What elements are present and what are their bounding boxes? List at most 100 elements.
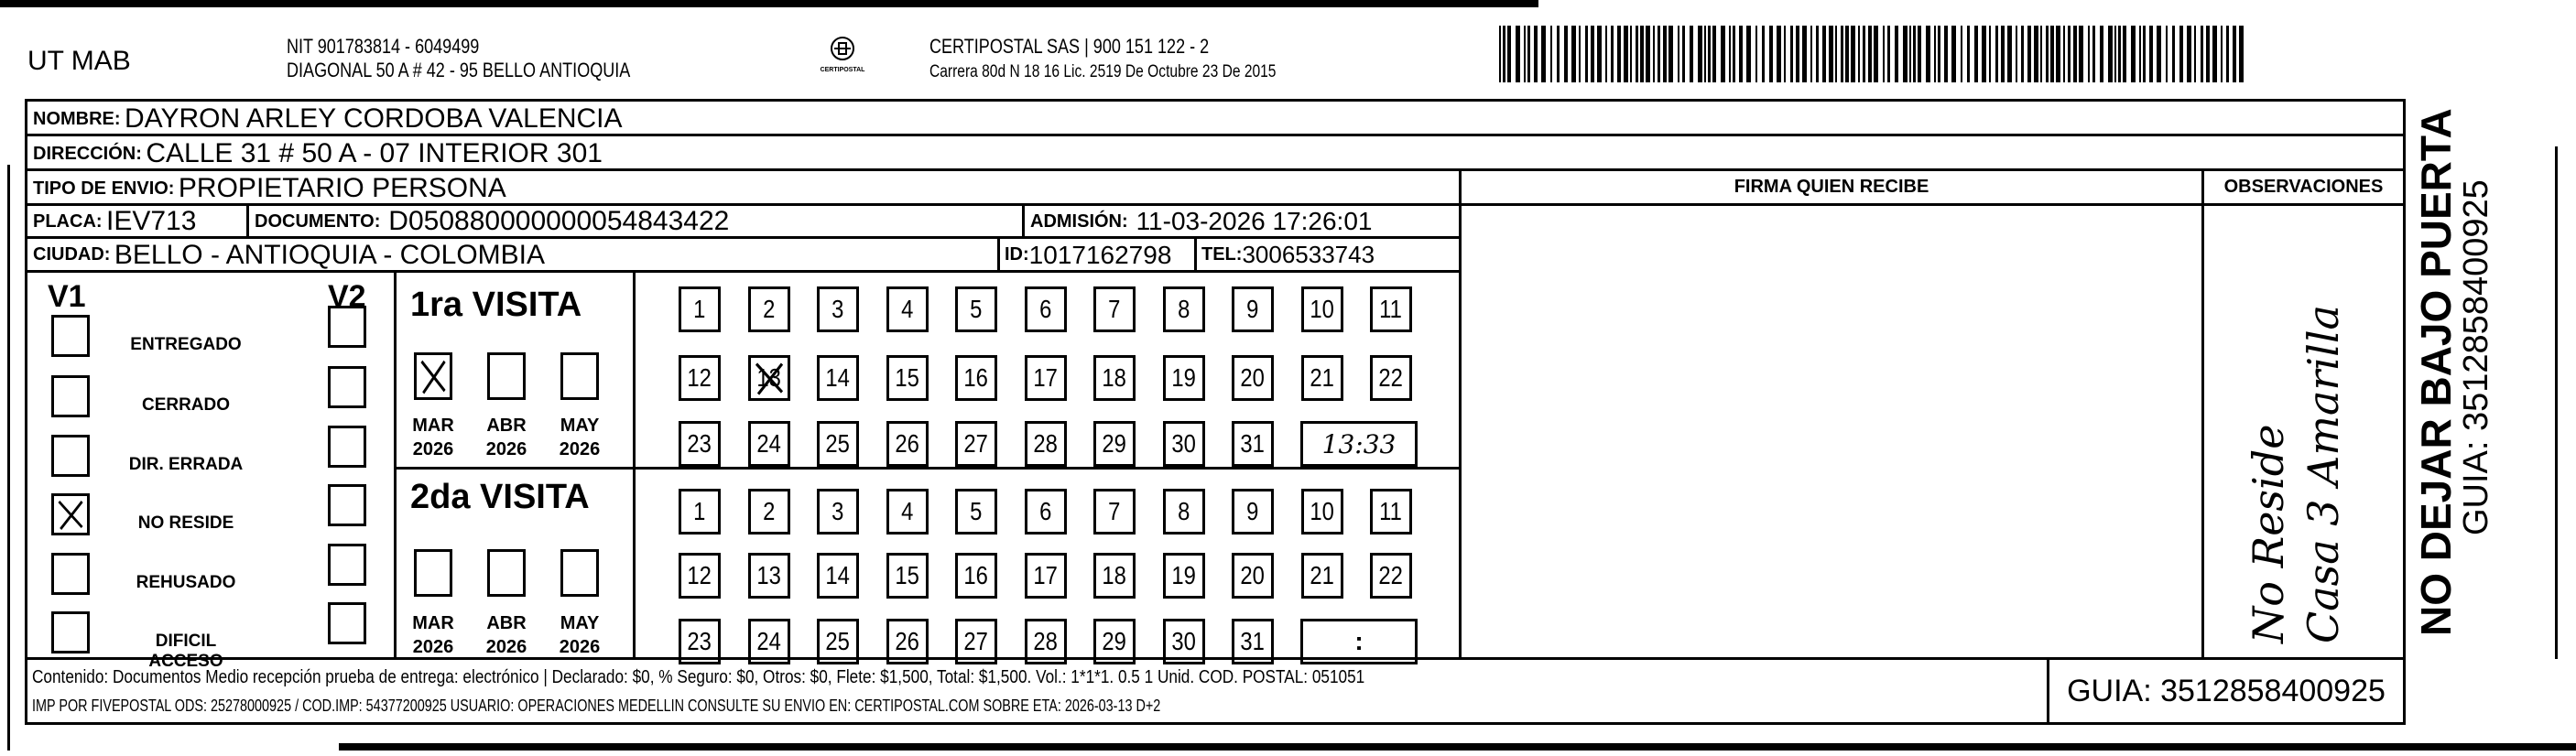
day-checkbox-22[interactable]: 22: [1370, 553, 1412, 599]
day-checkbox-10[interactable]: 10: [1300, 286, 1343, 332]
status-label: DIR. ERRADA: [128, 455, 244, 474]
day-number: 16: [963, 363, 989, 392]
day-checkbox-25[interactable]: 25: [817, 421, 859, 467]
day-checkbox-2[interactable]: 2: [747, 489, 790, 535]
day-checkbox-8[interactable]: 8: [1162, 489, 1205, 535]
v1-checkbox[interactable]: [51, 315, 90, 357]
day-checkbox-31[interactable]: 31: [1232, 619, 1274, 664]
v1-checkbox[interactable]: [51, 493, 90, 535]
day-checkbox-23[interactable]: 23: [679, 619, 721, 664]
time-field[interactable]: 13:33: [1300, 421, 1418, 467]
tel-cell: TEL: 3006533743: [1194, 236, 1462, 273]
day-checkbox-19[interactable]: 19: [1162, 355, 1205, 401]
day-checkbox-17[interactable]: 17: [1024, 355, 1067, 401]
day-checkbox-28[interactable]: 28: [1024, 421, 1067, 467]
day-checkbox-27[interactable]: 27: [955, 619, 997, 664]
day-number: 25: [825, 429, 851, 458]
day-checkbox-4[interactable]: 4: [886, 286, 929, 332]
day-checkbox-6[interactable]: 6: [1024, 489, 1067, 535]
day-number: 1: [693, 295, 706, 323]
barcode-bar: [1918, 26, 1921, 82]
day-checkbox-17[interactable]: 17: [1024, 553, 1067, 599]
v2-checkbox[interactable]: [328, 602, 366, 644]
day-checkbox-3[interactable]: 3: [817, 489, 859, 535]
time-field[interactable]: :: [1300, 619, 1418, 664]
day-checkbox-29[interactable]: 29: [1093, 421, 1136, 467]
v1-checkbox[interactable]: [51, 611, 90, 653]
day-checkbox-1[interactable]: 1: [679, 489, 721, 535]
day-checkbox-22[interactable]: 22: [1370, 355, 1412, 401]
day-checkbox-25[interactable]: 25: [817, 619, 859, 664]
day-checkbox-20[interactable]: 20: [1232, 553, 1274, 599]
day-checkbox-3[interactable]: 3: [817, 286, 859, 332]
day-checkbox-16[interactable]: 16: [955, 355, 997, 401]
barcode-bar: [1851, 26, 1855, 82]
day-checkbox-11[interactable]: 11: [1370, 489, 1412, 535]
day-checkbox-20[interactable]: 20: [1232, 355, 1274, 401]
v1-checkbox[interactable]: [51, 435, 90, 477]
v1-checkbox[interactable]: [51, 375, 90, 417]
day-checkbox-18[interactable]: 18: [1093, 553, 1136, 599]
day-checkbox-12[interactable]: 12: [679, 355, 721, 401]
day-checkbox-26[interactable]: 26: [886, 421, 929, 467]
v2-checkbox[interactable]: [328, 544, 366, 586]
day-checkbox-7[interactable]: 7: [1093, 286, 1136, 332]
day-checkbox-26[interactable]: 26: [886, 619, 929, 664]
day-checkbox-27[interactable]: 27: [955, 421, 997, 467]
barcode-icon: [1499, 26, 2244, 82]
day-checkbox-24[interactable]: 24: [747, 619, 790, 664]
v1-checkbox[interactable]: [51, 553, 90, 595]
day-checkbox-30[interactable]: 30: [1162, 619, 1205, 664]
barcode-bar: [1982, 26, 1986, 82]
day-checkbox-24[interactable]: 24: [747, 421, 790, 467]
day-checkbox-5[interactable]: 5: [955, 489, 997, 535]
day-checkbox-21[interactable]: 21: [1300, 553, 1343, 599]
day-checkbox-14[interactable]: 14: [817, 553, 859, 599]
month-checkbox[interactable]: [414, 352, 452, 400]
day-checkbox-6[interactable]: 6: [1024, 286, 1067, 332]
day-checkbox-18[interactable]: 18: [1093, 355, 1136, 401]
month-checkbox[interactable]: [560, 549, 599, 597]
day-checkbox-21[interactable]: 21: [1300, 355, 1343, 401]
v2-checkbox[interactable]: [328, 306, 366, 348]
firma-area[interactable]: [1459, 203, 2204, 660]
day-checkbox-31[interactable]: 31: [1232, 421, 1274, 467]
day-number: 20: [1240, 363, 1266, 392]
month-checkbox[interactable]: [487, 352, 526, 400]
day-checkbox-13[interactable]: 13: [747, 355, 790, 401]
day-checkbox-30[interactable]: 30: [1162, 421, 1205, 467]
day-checkbox-12[interactable]: 12: [679, 553, 721, 599]
v2-checkbox[interactable]: [328, 366, 366, 408]
day-checkbox-8[interactable]: 8: [1162, 286, 1205, 332]
day-checkbox-9[interactable]: 9: [1232, 489, 1274, 535]
day-checkbox-19[interactable]: 19: [1162, 553, 1205, 599]
barcode-bar: [2226, 26, 2229, 82]
day-checkbox-29[interactable]: 29: [1093, 619, 1136, 664]
day-checkbox-10[interactable]: 10: [1300, 489, 1343, 535]
day-checkbox-1[interactable]: 1: [679, 286, 721, 332]
barcode-bar: [1733, 26, 1735, 82]
v2-checkbox[interactable]: [328, 484, 366, 526]
day-checkbox-23[interactable]: 23: [679, 421, 721, 467]
v2-checkbox[interactable]: [328, 426, 366, 468]
month-checkbox[interactable]: [487, 549, 526, 597]
day-checkbox-2[interactable]: 2: [747, 286, 790, 332]
day-checkbox-16[interactable]: 16: [955, 553, 997, 599]
day-checkbox-9[interactable]: 9: [1232, 286, 1274, 332]
handwritten-line-2: Casa 3 Amarilla: [2299, 305, 2348, 643]
day-checkbox-4[interactable]: 4: [886, 489, 929, 535]
day-checkbox-15[interactable]: 15: [886, 355, 929, 401]
day-number: 23: [687, 429, 712, 458]
observaciones-area[interactable]: No Reside Casa 3 Amarilla: [2201, 203, 2406, 660]
day-checkbox-5[interactable]: 5: [955, 286, 997, 332]
day-checkbox-11[interactable]: 11: [1370, 286, 1412, 332]
day-checkbox-28[interactable]: 28: [1024, 619, 1067, 664]
day-checkbox-7[interactable]: 7: [1093, 489, 1136, 535]
barcode-bar: [1663, 26, 1667, 82]
month-checkbox[interactable]: [560, 352, 599, 400]
day-checkbox-15[interactable]: 15: [886, 553, 929, 599]
day-checkbox-14[interactable]: 14: [817, 355, 859, 401]
day-checkbox-13[interactable]: 13: [747, 553, 790, 599]
documento-cell: DOCUMENTO: D050880000000054843422: [246, 203, 1025, 239]
month-checkbox[interactable]: [414, 549, 452, 597]
